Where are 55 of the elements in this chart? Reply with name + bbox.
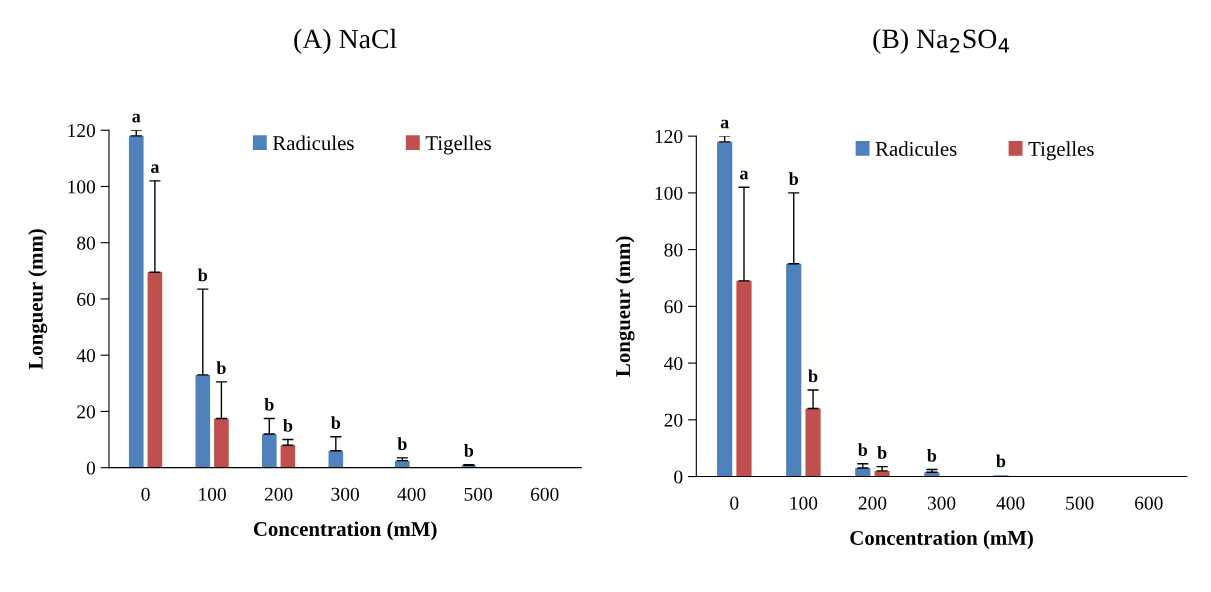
y-tick-label: 100: [655, 186, 683, 200]
annotation: b: [858, 443, 868, 456]
y-tick-label: 20: [664, 413, 683, 427]
y-tick-label: 60: [77, 292, 96, 306]
y-tick-label: 80: [664, 243, 683, 257]
annotation: a: [740, 170, 749, 180]
x-tick-label: 300: [331, 487, 359, 501]
x-tick-label: 600: [530, 487, 559, 501]
y-tick-label: 120: [68, 124, 96, 138]
y-tick-label: 0: [674, 470, 683, 484]
x-tick-label: 300: [927, 496, 956, 510]
x-tick-label: 0: [730, 496, 739, 510]
annotation: b: [996, 454, 1006, 468]
y-axis-title: Longueur (mm): [615, 236, 635, 377]
annotation: a: [150, 164, 160, 174]
annotation: b: [927, 448, 937, 462]
x-axis-title: Concentration (mM): [850, 530, 1033, 550]
y-tick-label: 80: [77, 236, 96, 250]
annotation: b: [283, 419, 293, 432]
chart-title: (A) NaCl: [294, 28, 397, 55]
annotation: a: [132, 113, 141, 123]
annotation: b: [197, 268, 208, 282]
x-axis-title: Concentration (mM): [253, 521, 437, 541]
legend-label: Radicules: [272, 135, 354, 151]
legend-label: Tigelles: [425, 135, 491, 155]
annotation: b: [397, 437, 407, 450]
annotation: b: [877, 446, 887, 459]
x-tick-label: 200: [858, 496, 887, 510]
x-tick-label: 500: [1066, 496, 1094, 510]
x-tick-label: 200: [264, 487, 293, 501]
x-tick-label: 500: [464, 487, 493, 501]
y-tick-label: 0: [86, 461, 96, 475]
y-tick-label: 100: [68, 180, 96, 194]
annotation: b: [264, 397, 274, 411]
legend-label: Tigelles: [1028, 141, 1094, 161]
y-tick-label: 60: [664, 300, 683, 314]
annotation: b: [331, 416, 341, 429]
annotation: a: [720, 119, 729, 129]
chart-title: (B) Na$_{2}$SO$_{4}$: [873, 28, 1009, 54]
y-tick-label: 20: [77, 405, 96, 419]
annotation: b: [788, 172, 799, 186]
x-tick-label: 400: [996, 496, 1025, 510]
y-tick-label: 120: [655, 129, 683, 144]
x-tick-label: 0: [141, 487, 150, 501]
annotation: b: [464, 444, 474, 457]
y-axis-title: Longueur (mm): [28, 229, 48, 370]
x-tick-label: 100: [790, 496, 818, 510]
x-tick-label: 100: [199, 487, 226, 501]
y-tick-label: 40: [664, 356, 683, 371]
annotation: b: [808, 369, 818, 383]
y-tick-label: 40: [76, 349, 96, 363]
x-tick-label: 600: [1135, 496, 1163, 510]
legend-label: Radicules: [875, 141, 957, 156]
x-tick-label: 400: [397, 487, 426, 501]
annotation: b: [216, 361, 226, 375]
